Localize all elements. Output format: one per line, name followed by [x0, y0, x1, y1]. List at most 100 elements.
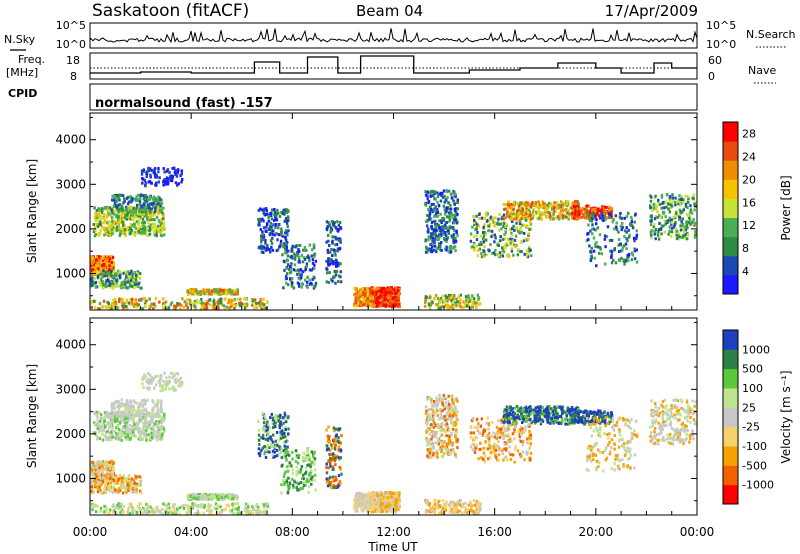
data-cell — [109, 435, 112, 439]
data-cell — [668, 225, 671, 229]
data-cell — [262, 208, 266, 212]
freq-tick-bottom: 8 — [70, 70, 77, 83]
data-cell — [195, 299, 199, 302]
data-cell — [155, 181, 158, 185]
data-cell — [423, 203, 427, 206]
data-cell — [127, 408, 130, 412]
data-cell — [258, 245, 261, 249]
data-cell — [284, 229, 288, 233]
data-cell — [587, 231, 590, 235]
data-cell — [330, 278, 333, 281]
data-cell — [626, 256, 629, 260]
data-cell — [104, 229, 107, 233]
data-cell — [116, 219, 119, 223]
data-cell — [156, 425, 159, 428]
data-cell — [284, 238, 288, 242]
data-cell — [170, 301, 174, 305]
data-cell — [207, 290, 210, 294]
data-cell — [614, 214, 617, 218]
data-cell — [498, 228, 501, 232]
data-cell — [139, 197, 142, 201]
data-cell — [120, 207, 123, 211]
data-cell — [134, 414, 137, 417]
data-cell — [145, 438, 148, 442]
data-cell — [336, 249, 339, 253]
data-cell — [159, 233, 163, 237]
data-cell — [531, 216, 535, 220]
data-cell — [156, 410, 159, 414]
data-cell — [160, 425, 163, 429]
data-cell — [565, 211, 569, 215]
data-cell — [512, 224, 515, 228]
data-cell — [649, 214, 652, 218]
data-cell — [136, 424, 139, 428]
data-cell — [279, 242, 282, 246]
data-cell — [216, 302, 220, 306]
data-cell — [139, 277, 142, 280]
data-cell — [113, 298, 117, 302]
data-cell — [370, 299, 374, 303]
data-cell — [152, 302, 155, 306]
data-cell — [684, 202, 688, 206]
data-cell — [151, 432, 154, 436]
data-cell — [429, 237, 433, 241]
data-cell — [112, 198, 116, 202]
data-cell — [162, 217, 165, 221]
data-cell — [103, 475, 106, 479]
data-cell — [601, 204, 604, 208]
data-cell — [633, 257, 637, 261]
data-cell — [459, 304, 462, 308]
data-cell — [635, 229, 638, 233]
data-cell — [144, 375, 148, 379]
data-cell — [507, 203, 510, 207]
data-cell — [621, 221, 624, 225]
data-cell — [512, 212, 515, 216]
data-cell — [455, 231, 458, 235]
data-cell — [366, 291, 370, 295]
data-cell — [131, 298, 134, 301]
data-cell — [515, 221, 518, 225]
data-cell — [195, 289, 198, 293]
data-cell — [493, 233, 497, 237]
data-cell — [162, 379, 165, 383]
data-cell — [142, 212, 145, 216]
data-cell — [160, 198, 163, 202]
data-cell — [208, 298, 211, 302]
data-cell — [452, 217, 455, 220]
data-cell — [231, 290, 234, 294]
data-cell — [502, 225, 505, 229]
data-cell — [124, 428, 127, 432]
data-cell — [564, 215, 568, 219]
data-cell — [633, 239, 636, 243]
data-cell — [123, 197, 126, 201]
data-cell — [115, 279, 118, 283]
data-cell — [285, 220, 289, 223]
data-cell — [101, 432, 104, 436]
data-cell — [605, 216, 609, 220]
data-cell — [156, 227, 159, 231]
data-cell — [306, 285, 309, 289]
data-cell — [621, 225, 624, 229]
data-cell — [614, 261, 618, 265]
data-cell — [134, 305, 137, 308]
data-cell — [503, 237, 506, 241]
data-cell — [429, 243, 432, 247]
data-cell — [543, 201, 546, 205]
data-cell — [143, 434, 146, 438]
data-cell — [506, 214, 510, 218]
data-cell — [308, 268, 312, 272]
data-cell — [106, 228, 109, 231]
data-cell — [441, 195, 445, 199]
data-cell — [284, 274, 288, 278]
data-cell — [439, 191, 442, 195]
data-cell — [113, 411, 116, 415]
data-cell — [617, 238, 621, 241]
data-cell — [129, 399, 132, 403]
data-cell — [202, 307, 206, 311]
data-cell — [450, 295, 453, 299]
data-cell — [546, 203, 549, 207]
data-cell — [438, 235, 442, 239]
data-cell — [673, 223, 676, 227]
data-cell — [327, 263, 330, 267]
data-cell — [214, 289, 217, 293]
